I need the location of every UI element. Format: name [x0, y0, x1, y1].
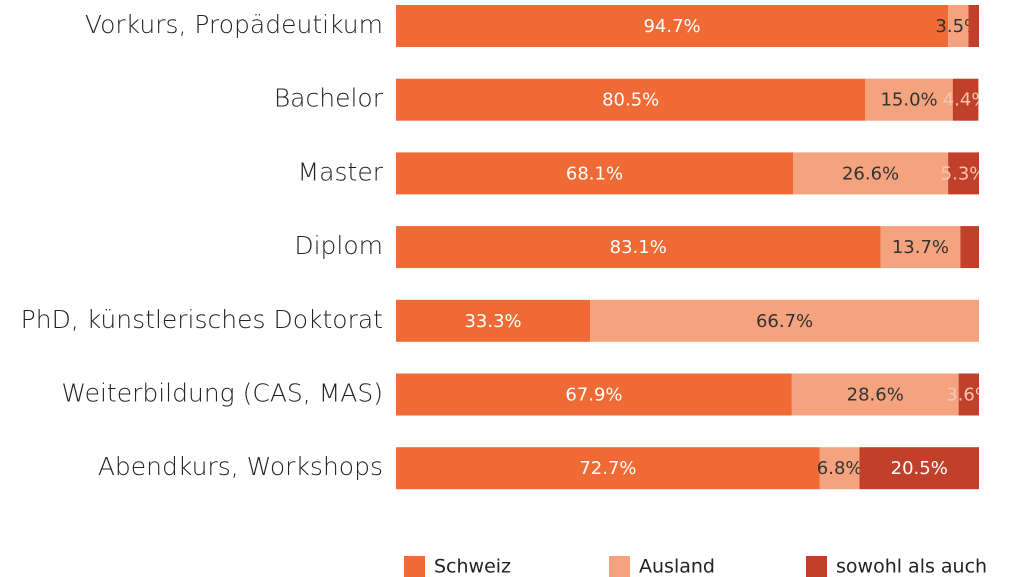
y-tick-label: Vorkurs, Propädeutikum — [85, 10, 383, 39]
bar-segment — [952, 78, 979, 121]
bar-segment — [793, 152, 949, 195]
legend-label: Schweiz — [434, 556, 511, 577]
value-label: 6.8% — [817, 458, 863, 479]
bar-segment — [865, 78, 953, 121]
value-label: 67.9% — [565, 385, 622, 406]
y-tick-label: Weiterbildung (CAS, MAS) — [61, 379, 383, 408]
y-tick-label: Diplom — [294, 231, 383, 260]
y-tick-label: Master — [298, 157, 384, 186]
bar-segment — [396, 152, 794, 195]
bar-segment — [958, 373, 979, 416]
value-label: 3.6% — [946, 385, 992, 406]
value-label: 20.5% — [891, 458, 948, 479]
value-label: 13.7% — [892, 237, 949, 258]
value-label: 66.7% — [756, 311, 813, 332]
value-label: 28.6% — [847, 385, 904, 406]
value-label: 94.7% — [643, 16, 700, 37]
value-label: 3.5% — [935, 16, 981, 37]
plot-area: 94.7% 3.5% 80.5% 15.0% 4.4% 68.1% 26.6% 5.3% 83.… — [396, 5, 992, 490]
value-label: 4.4% — [943, 90, 989, 111]
bar-segment — [396, 447, 820, 490]
bar-segment — [396, 299, 591, 342]
bar-segment — [880, 226, 961, 269]
bar-segment — [396, 5, 949, 47]
bar-segment — [960, 226, 979, 269]
value-label: 68.1% — [566, 163, 623, 184]
bar-segment — [859, 447, 979, 490]
legend-swatch — [609, 556, 630, 577]
y-tick-label: Abendkurs, Workshops — [98, 452, 383, 481]
y-tick-label: Bachelor — [274, 84, 384, 113]
bar-segment — [819, 447, 860, 490]
value-label: 5.3% — [941, 163, 987, 184]
bar-segment — [396, 226, 881, 269]
bar-segment — [590, 299, 979, 342]
legend-swatch — [404, 556, 425, 577]
legend-label: Ausland — [639, 556, 715, 577]
legend-swatch — [806, 556, 827, 577]
value-label: 72.7% — [579, 458, 636, 479]
legend-label: sowohl als auch — [836, 556, 987, 577]
value-label: 15.0% — [880, 90, 937, 111]
value-label: 83.1% — [610, 237, 667, 258]
bar-segment — [791, 373, 959, 416]
value-label: 26.6% — [842, 163, 899, 184]
value-label: 80.5% — [602, 90, 659, 111]
bar-segment — [968, 5, 979, 47]
bar-segment — [396, 373, 792, 416]
y-tick-label: PhD, künstlerisches Doktorat — [21, 305, 383, 334]
bar-segment — [396, 78, 866, 121]
value-label: 33.3% — [464, 311, 521, 332]
bar-segment — [948, 5, 969, 47]
bar-segment — [948, 152, 979, 195]
